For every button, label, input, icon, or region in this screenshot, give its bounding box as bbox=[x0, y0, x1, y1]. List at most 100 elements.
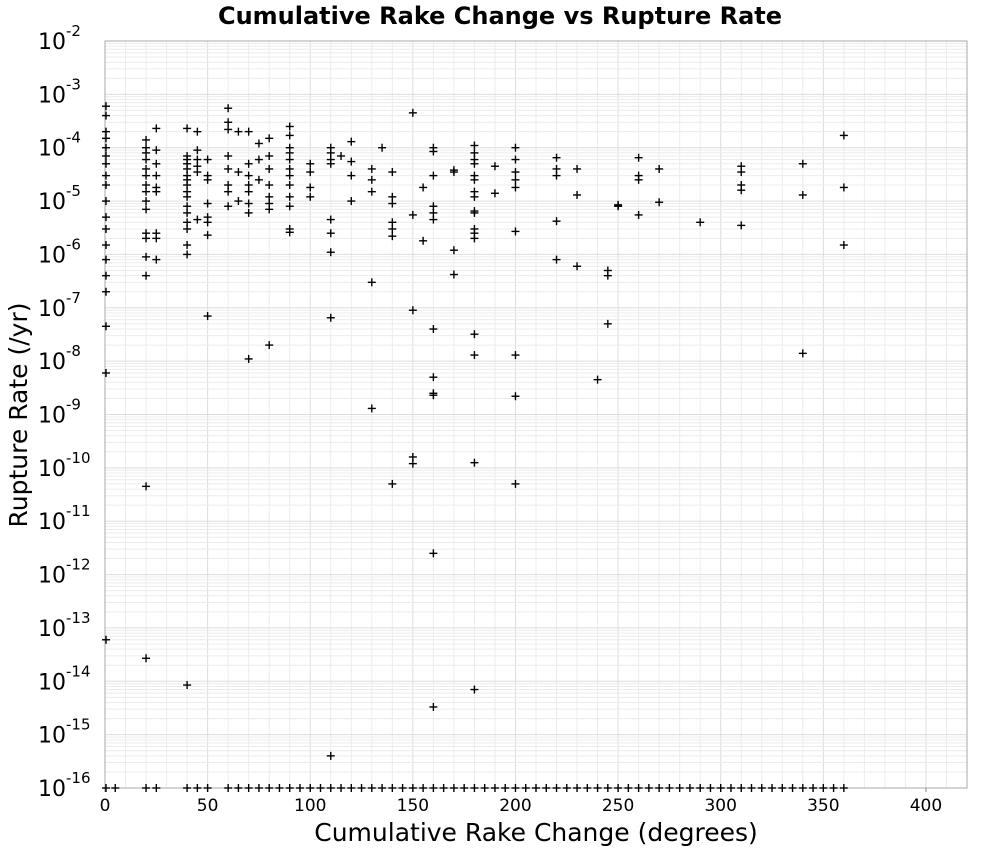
data-point bbox=[306, 183, 315, 192]
y-tick-label-base: 10 bbox=[38, 564, 66, 589]
y-tick-label-base: 10 bbox=[38, 617, 66, 642]
data-point bbox=[367, 404, 376, 413]
data-point bbox=[408, 784, 417, 792]
data-point bbox=[102, 171, 110, 180]
data-point bbox=[224, 784, 233, 792]
data-point bbox=[408, 210, 417, 219]
data-point bbox=[152, 171, 161, 180]
data-point bbox=[768, 784, 777, 792]
data-point bbox=[449, 168, 458, 177]
data-point bbox=[429, 147, 438, 156]
data-point bbox=[798, 349, 807, 358]
data-point bbox=[244, 159, 253, 168]
data-point bbox=[285, 155, 294, 164]
data-point bbox=[470, 175, 479, 184]
data-point bbox=[275, 784, 284, 792]
data-point bbox=[347, 171, 356, 180]
x-tick-label: 400 bbox=[910, 796, 942, 816]
y-axis-label: Rupture Rate (/yr) bbox=[4, 303, 33, 528]
data-point bbox=[285, 171, 294, 180]
data-point bbox=[306, 159, 315, 168]
data-point bbox=[183, 208, 192, 217]
data-point bbox=[798, 159, 807, 168]
data-point bbox=[347, 784, 356, 792]
data-point bbox=[449, 784, 458, 792]
data-point bbox=[470, 351, 479, 360]
x-tick-label: 350 bbox=[807, 796, 839, 816]
data-point bbox=[480, 784, 489, 792]
data-point bbox=[102, 111, 110, 120]
data-point bbox=[511, 351, 520, 360]
data-point bbox=[809, 784, 818, 792]
data-point bbox=[470, 234, 479, 243]
data-point bbox=[102, 287, 110, 296]
data-point bbox=[429, 549, 438, 558]
x-tick-label: 0 bbox=[100, 796, 111, 816]
data-point bbox=[254, 139, 263, 148]
y-tick-label-base: 10 bbox=[38, 457, 66, 482]
y-tick-label-exponent: -13 bbox=[66, 609, 91, 627]
data-point bbox=[183, 124, 192, 133]
data-point bbox=[254, 784, 263, 792]
data-point bbox=[152, 234, 161, 243]
data-point bbox=[193, 127, 202, 136]
data-point bbox=[829, 784, 838, 792]
data-point bbox=[798, 784, 807, 792]
data-point bbox=[552, 784, 561, 792]
data-point bbox=[265, 151, 274, 160]
data-point bbox=[152, 255, 161, 264]
data-point bbox=[429, 391, 438, 400]
data-point bbox=[152, 159, 161, 168]
data-point bbox=[839, 183, 848, 192]
data-point bbox=[285, 181, 294, 190]
data-point bbox=[234, 784, 243, 792]
data-point bbox=[306, 784, 315, 792]
data-point bbox=[152, 187, 161, 196]
y-tick-label-base: 10 bbox=[38, 137, 66, 162]
data-point bbox=[254, 155, 263, 164]
data-point bbox=[234, 127, 243, 136]
data-point bbox=[685, 784, 694, 792]
data-point bbox=[511, 155, 520, 164]
data-point bbox=[326, 313, 335, 322]
data-point bbox=[306, 168, 315, 177]
data-point bbox=[203, 231, 212, 240]
data-point bbox=[285, 784, 294, 792]
data-point bbox=[573, 190, 582, 199]
data-point bbox=[429, 784, 438, 792]
data-point bbox=[655, 164, 664, 173]
data-point bbox=[142, 252, 151, 261]
data-point bbox=[388, 199, 397, 208]
data-point bbox=[511, 143, 520, 152]
data-point bbox=[388, 232, 397, 241]
data-point bbox=[408, 306, 417, 315]
data-point bbox=[347, 197, 356, 206]
y-tick-label-exponent: -6 bbox=[66, 235, 81, 253]
data-point bbox=[367, 164, 376, 173]
data-point bbox=[244, 187, 253, 196]
y-tick-label-exponent: -16 bbox=[66, 769, 91, 787]
data-point bbox=[265, 784, 274, 792]
data-point bbox=[573, 164, 582, 173]
y-tick-label-exponent: -3 bbox=[66, 75, 81, 93]
data-point bbox=[183, 250, 192, 259]
y-tick-label-base: 10 bbox=[38, 297, 66, 322]
data-point bbox=[152, 124, 161, 133]
data-point bbox=[511, 784, 520, 792]
data-point bbox=[337, 151, 346, 160]
x-tick-label: 300 bbox=[704, 796, 736, 816]
y-tick-label-base: 10 bbox=[38, 350, 66, 375]
data-point bbox=[224, 104, 233, 113]
data-point bbox=[470, 458, 479, 467]
data-point bbox=[603, 784, 612, 792]
data-point bbox=[203, 199, 212, 208]
data-point bbox=[429, 702, 438, 711]
y-tick-label-exponent: -14 bbox=[66, 662, 91, 680]
y-tick-label-base: 10 bbox=[38, 30, 66, 55]
x-tick-label: 200 bbox=[499, 796, 531, 816]
data-point bbox=[102, 271, 110, 280]
y-tick-label-exponent: -9 bbox=[66, 396, 81, 414]
y-tick-label-exponent: -12 bbox=[66, 556, 91, 574]
data-points bbox=[102, 102, 848, 792]
